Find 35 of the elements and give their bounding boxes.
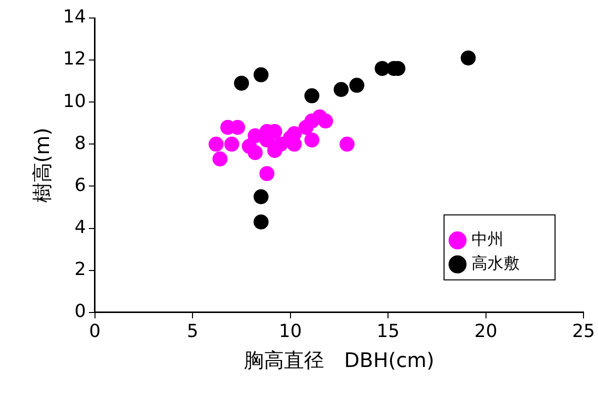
y-tick-label: 0 xyxy=(74,301,86,322)
point xyxy=(234,76,249,91)
point xyxy=(304,132,320,148)
point xyxy=(212,151,228,166)
point xyxy=(334,82,349,97)
x-tick-label: 10 xyxy=(278,320,302,342)
point xyxy=(248,145,263,160)
x-tick-label: 5 xyxy=(186,320,198,342)
y-tick-label: 6 xyxy=(74,174,86,196)
x-tick-label: 20 xyxy=(474,320,498,342)
point xyxy=(304,88,320,104)
point xyxy=(349,78,364,93)
y-tick-label: 14 xyxy=(63,6,86,28)
point xyxy=(286,136,302,152)
x-tick-label: 0 xyxy=(89,320,101,342)
point xyxy=(318,114,334,129)
y-tick-label: 8 xyxy=(74,132,86,154)
point xyxy=(254,189,269,204)
y-tick-label: 12 xyxy=(63,48,86,70)
legend-label: 高水敷 xyxy=(472,254,520,273)
y-tick-label: 4 xyxy=(74,216,86,238)
y-tick-label: 2 xyxy=(74,259,86,280)
legend-label: 中州 xyxy=(472,230,504,249)
y-tick-label: 10 xyxy=(63,90,86,112)
x-tick-label: 15 xyxy=(376,320,400,342)
x-axis-title: 胸高直径 DBH(cm) xyxy=(244,348,434,372)
point xyxy=(460,50,476,66)
point xyxy=(340,136,355,152)
point xyxy=(254,67,269,82)
point xyxy=(208,136,224,152)
point xyxy=(224,136,240,152)
x-tick-label: 25 xyxy=(572,320,595,342)
point xyxy=(259,166,274,182)
y-axis-title: 樹高(m) xyxy=(30,128,54,203)
point xyxy=(254,214,269,230)
